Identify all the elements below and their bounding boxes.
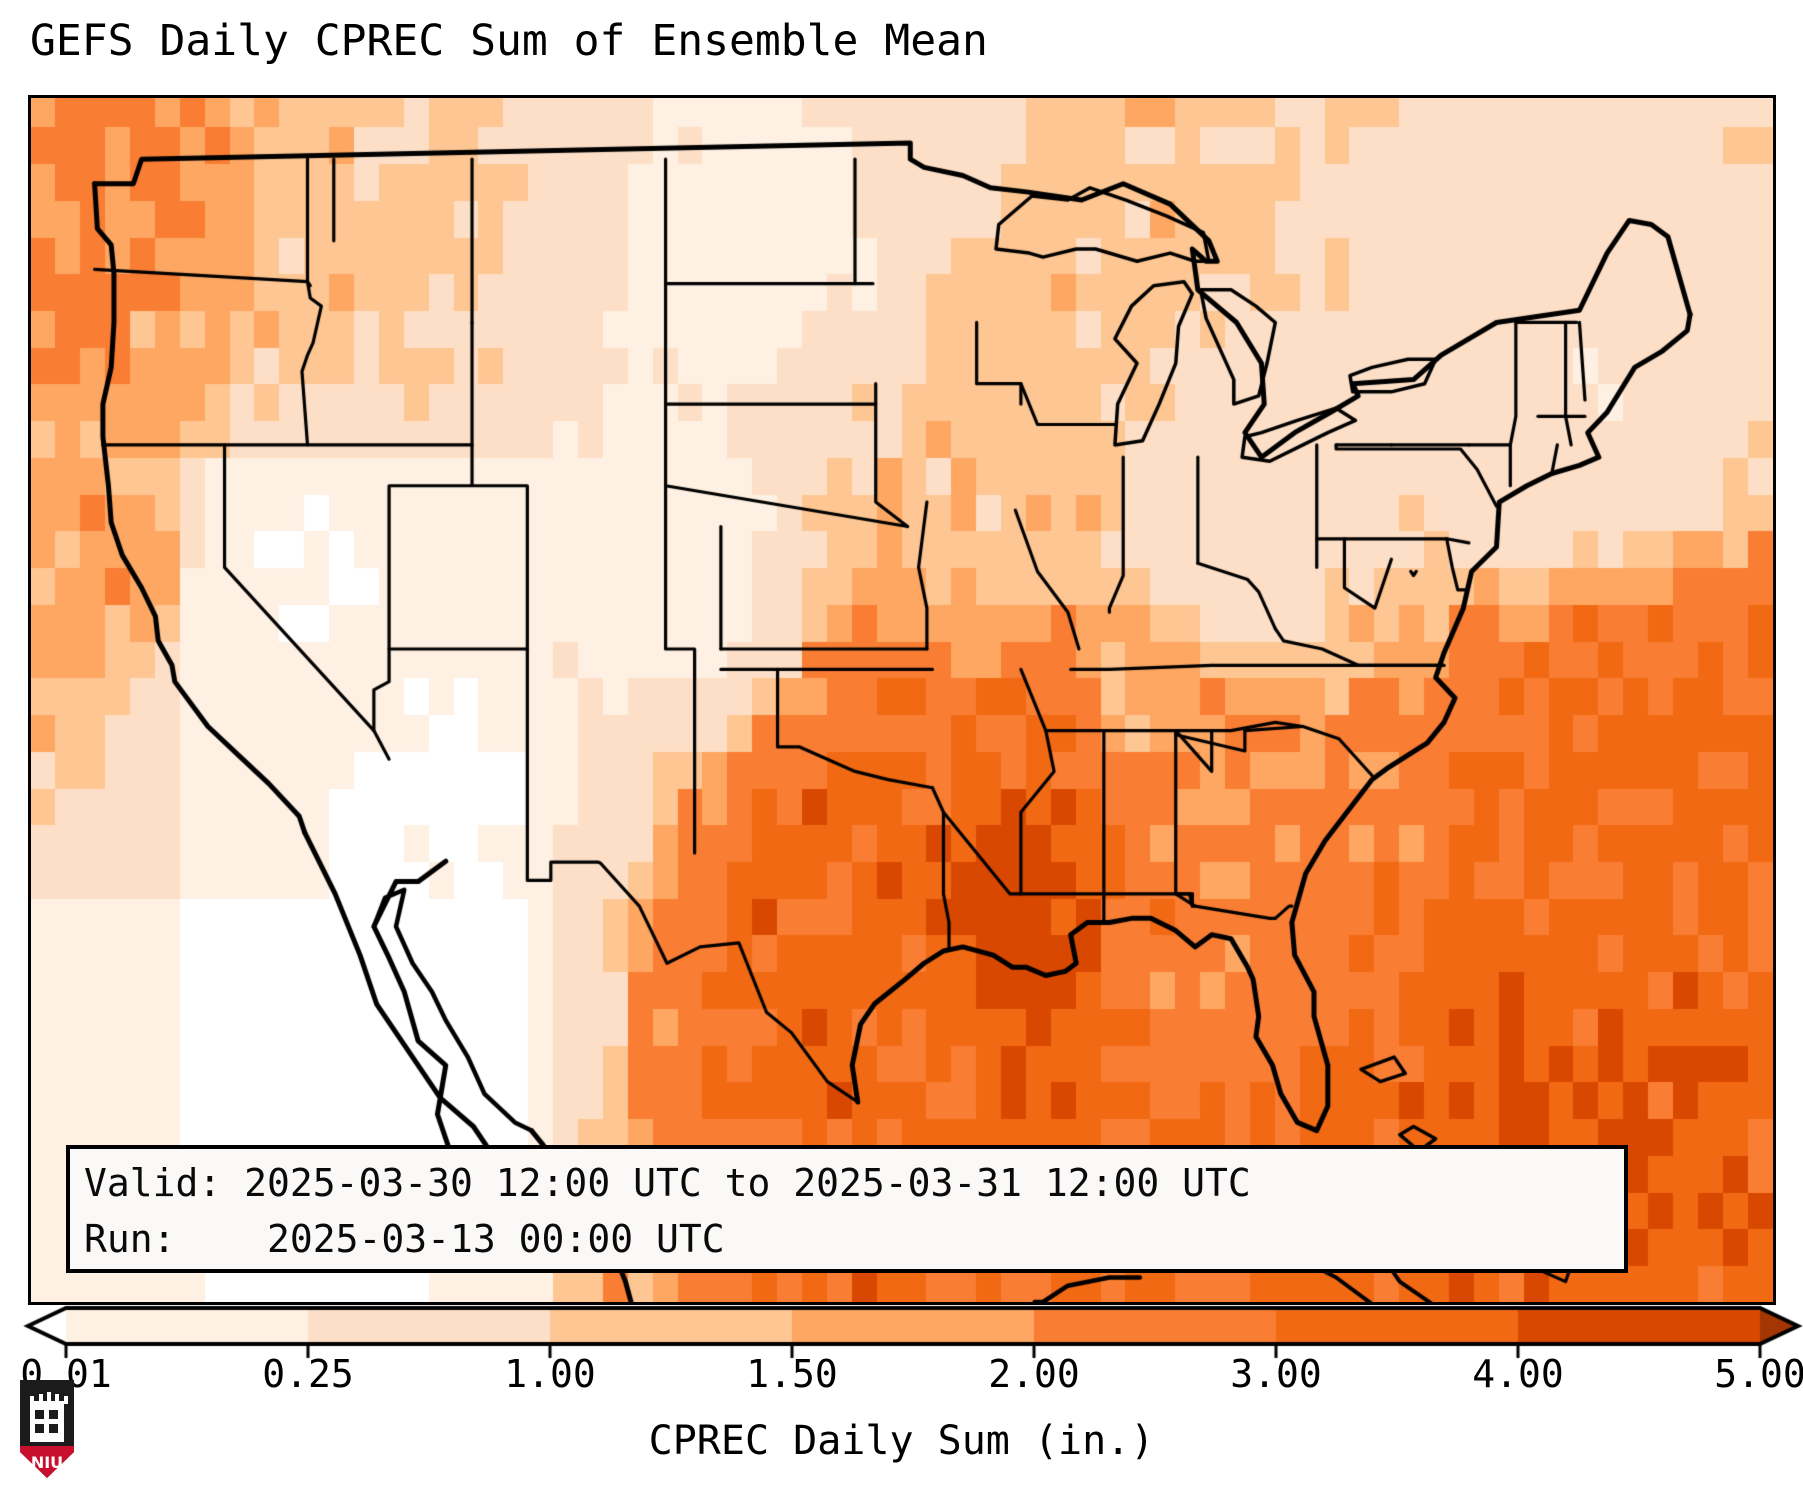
colorbar-tick-7: 5.00 (1714, 1352, 1803, 1396)
colorbar-tick-5: 3.00 (1230, 1352, 1322, 1396)
colorbar-area[interactable]: 0.01 0.25 1.00 1.50 2.00 3.00 4.00 5.00 CPREC D… (0, 1300, 1803, 1500)
metadata-box: Valid: 2025-03-30 12:00 UTC to 2025-03-3… (66, 1145, 1628, 1273)
colorbar-tick-4: 2.00 (988, 1352, 1080, 1396)
colorbar-tick-1: 0.25 (262, 1352, 354, 1396)
colorbar[interactable] (0, 1300, 1803, 1360)
page-title: GEFS Daily CPREC Sum of Ensemble Mean (30, 16, 988, 66)
niu-logo-icon: NIU (20, 1380, 74, 1478)
precipitation-map[interactable] (31, 98, 1773, 1302)
colorbar-tick-6: 4.00 (1472, 1352, 1564, 1396)
colorbar-tick-3: 1.50 (746, 1352, 838, 1396)
colorbar-tick-2: 1.00 (504, 1352, 596, 1396)
run-time-line: Run: 2025-03-13 00:00 UTC (84, 1217, 725, 1261)
map-panel[interactable] (28, 95, 1776, 1305)
svg-text:NIU: NIU (31, 1453, 63, 1472)
colorbar-axis-label: CPREC Daily Sum (in.) (648, 1418, 1155, 1464)
valid-time-line: Valid: 2025-03-30 12:00 UTC to 2025-03-3… (84, 1161, 1251, 1205)
